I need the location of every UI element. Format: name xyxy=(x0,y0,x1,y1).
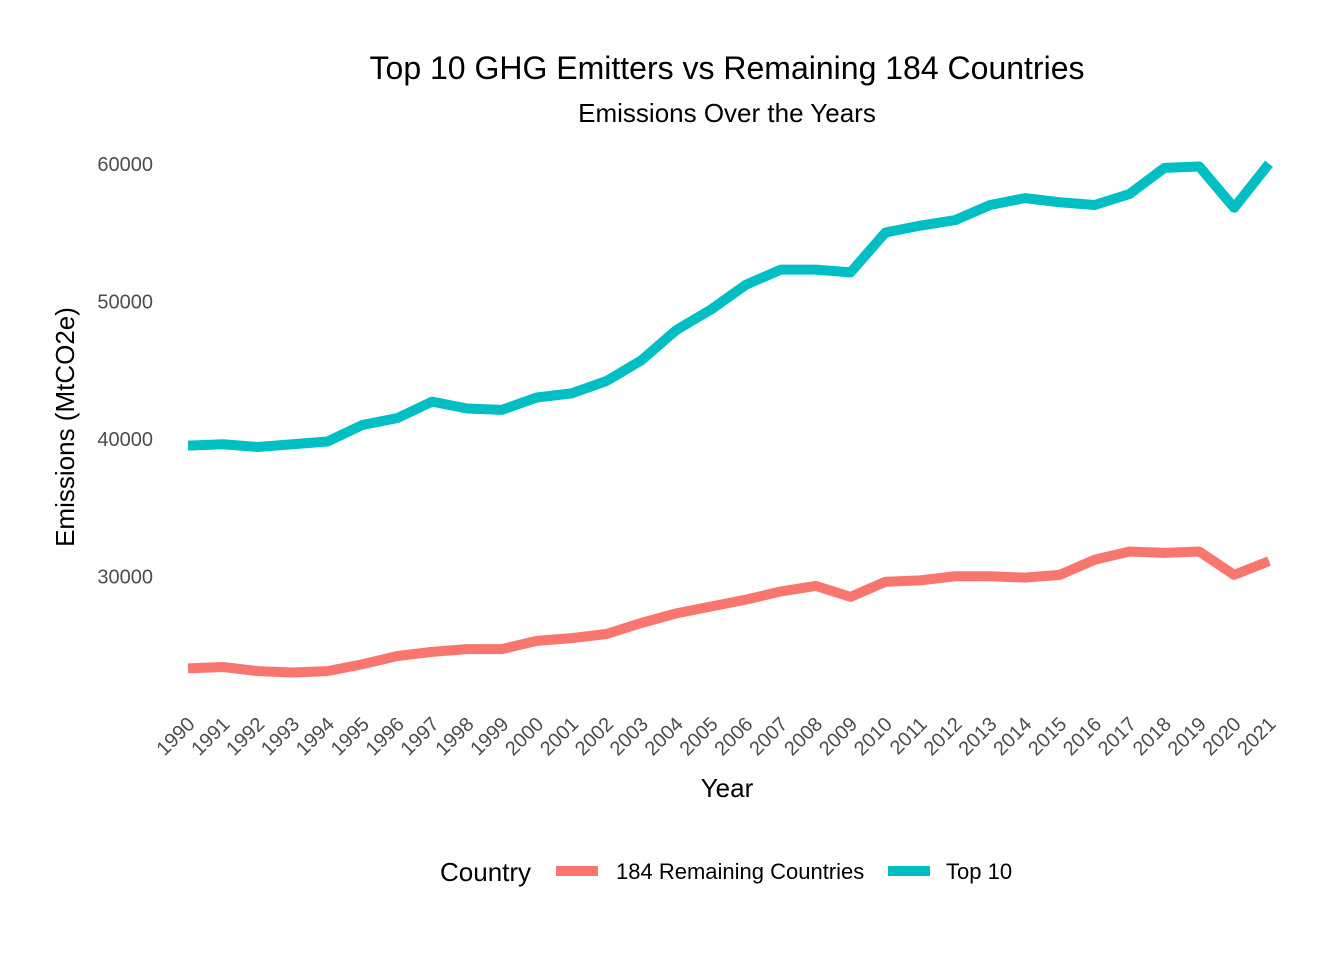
x-tick-label: 1998 xyxy=(431,713,478,760)
x-tick-label: 1990 xyxy=(153,713,200,760)
x-axis-title: Year xyxy=(701,773,754,803)
x-tick-label: 2016 xyxy=(1059,713,1106,760)
x-tick-label: 1991 xyxy=(187,713,234,760)
x-tick-label: 1999 xyxy=(466,713,513,760)
legend-label-remaining-countries: 184 Remaining Countries xyxy=(616,859,864,884)
x-tick-label: 2015 xyxy=(1024,713,1071,760)
y-axis-ticks: 30000 40000 50000 60000 xyxy=(97,154,153,589)
y-tick-label: 30000 xyxy=(97,566,153,588)
x-tick-label: 1995 xyxy=(327,713,374,760)
x-tick-label: 1997 xyxy=(397,713,444,760)
y-tick-label: 40000 xyxy=(97,429,153,451)
legend: Country 184 Remaining Countries Top 10 xyxy=(440,857,1012,887)
chart-title: Top 10 GHG Emitters vs Remaining 184 Cou… xyxy=(370,50,1085,86)
x-tick-label: 2018 xyxy=(1129,713,1176,760)
chart-subtitle: Emissions Over the Years xyxy=(578,98,876,128)
legend-title: Country xyxy=(440,857,531,887)
x-tick-label: 2011 xyxy=(886,713,932,759)
x-tick-label: 2012 xyxy=(920,713,967,760)
x-tick-label: 2017 xyxy=(1094,713,1141,760)
x-tick-label: 2004 xyxy=(641,713,688,760)
x-tick-label: 2020 xyxy=(1199,713,1246,760)
x-tick-label: 1992 xyxy=(222,713,269,760)
x-tick-label: 2006 xyxy=(710,713,757,760)
x-tick-label: 2000 xyxy=(501,713,548,760)
x-tick-label: 2010 xyxy=(850,713,897,760)
x-tick-label: 2005 xyxy=(676,713,723,760)
x-tick-label: 2002 xyxy=(571,713,618,760)
y-axis-title: Emissions (MtCO2e) xyxy=(50,307,80,547)
y-tick-label: 60000 xyxy=(97,154,153,176)
x-tick-label: 2007 xyxy=(745,713,792,760)
x-tick-label: 2009 xyxy=(815,713,862,760)
legend-label-top-10: Top 10 xyxy=(946,859,1012,884)
x-tick-label: 2003 xyxy=(606,713,653,760)
x-tick-label: 1994 xyxy=(292,713,339,760)
x-axis-ticks: 1990199119921993199419951996199719981999… xyxy=(153,713,1281,760)
series-line-remaining-countries xyxy=(187,546,1271,678)
x-tick-label: 2021 xyxy=(1234,713,1281,760)
x-tick-label: 2014 xyxy=(989,713,1036,760)
x-tick-label: 2019 xyxy=(1164,713,1211,760)
x-tick-label: 2008 xyxy=(780,713,827,760)
series-lines xyxy=(187,160,1273,678)
y-tick-label: 50000 xyxy=(97,291,153,313)
x-tick-label: 2001 xyxy=(536,713,583,760)
x-tick-label: 2013 xyxy=(955,713,1002,760)
x-tick-label: 1993 xyxy=(257,713,304,760)
x-tick-label: 1996 xyxy=(362,713,409,760)
series-line-top-10 xyxy=(187,160,1273,452)
